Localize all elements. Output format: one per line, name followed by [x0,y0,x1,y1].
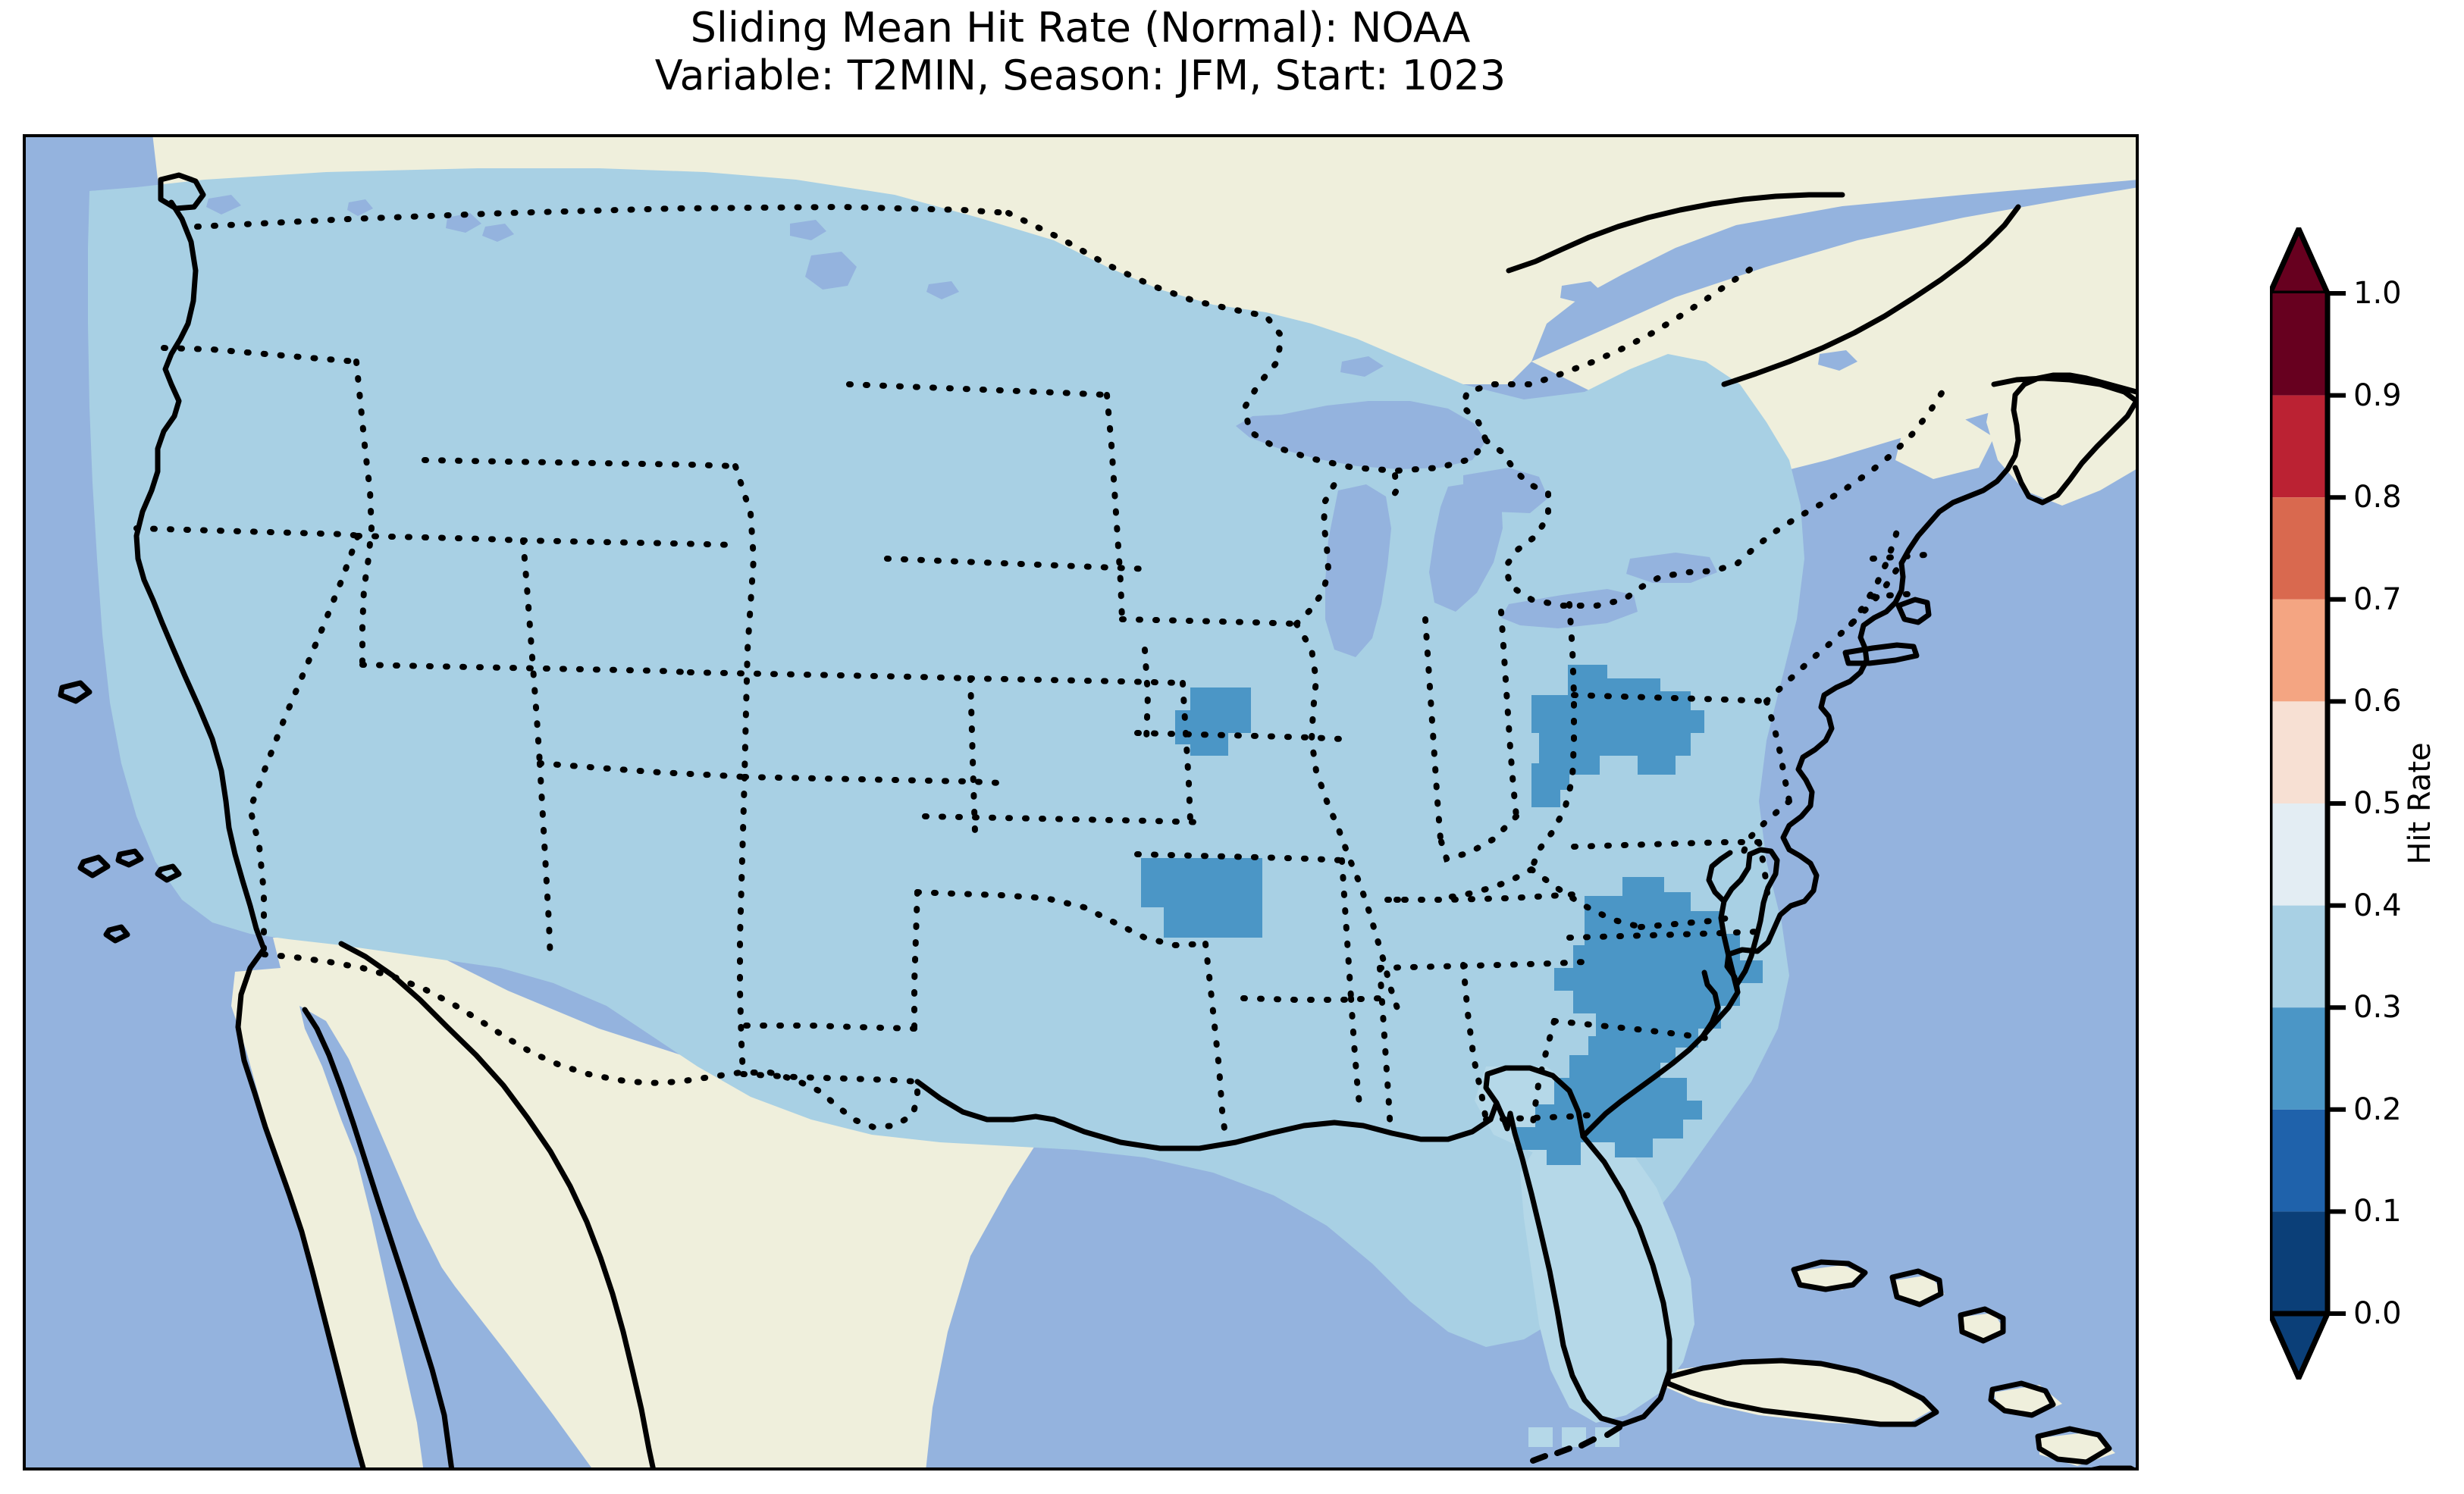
state-borders-layer [133,203,1945,1138]
cb-tick-label-0.9: 0.9 [2353,377,2402,413]
gulf-of-california [299,1006,519,1438]
cb-band-0.8-0.9 [2270,395,2328,498]
page-title: Sliding Mean Hit Rate (Normal): NOAA Var… [0,4,2161,99]
cb-band-0.7-0.8 [2270,497,2328,600]
title-line-1: Sliding Mean Hit Rate (Normal): NOAA [690,4,1471,52]
cb-band-0.9-1.0 [2270,293,2328,396]
colorbar-extend-top [2270,227,2331,296]
map-plot-area [23,134,2139,1471]
cb-tick-label-0.6: 0.6 [2353,684,2402,719]
cb-tick-label-0.4: 0.4 [2353,888,2402,923]
title-line-2: Variable: T2MIN, Season: JFM, Start: 102… [654,51,1506,99]
cb-band-0.3-0.4 [2270,905,2328,1008]
cb-tick-label-0.8: 0.8 [2353,480,2402,515]
colorbar-axis-label: Hit Rate [2403,742,2437,865]
colorbar-svg [2270,227,2346,1380]
cb-band-0.4-0.5 [2270,803,2328,906]
cb-band-0.5-0.6 [2270,701,2328,803]
cb-band-0.0-0.1 [2270,1211,2328,1314]
cb-band-0.6-0.7 [2270,599,2328,702]
cb-tick-label-0.1: 0.1 [2353,1194,2402,1229]
colorbar-ticks [2328,291,2346,1316]
cb-tick-label-1.0: 1.0 [2353,276,2402,311]
colorbar: 1.0 0.9 0.8 0.7 0.6 0.5 0.4 0.3 0.2 0.1 … [2270,227,2459,1380]
map-svg [26,137,2136,1467]
cb-tick-label-0.2: 0.2 [2353,1092,2402,1127]
cb-tick-label-0.3: 0.3 [2353,990,2402,1026]
coastline-layer [58,172,2136,1467]
cb-band-0.1-0.2 [2270,1109,2328,1212]
cb-band-0.2-0.3 [2270,1007,2328,1110]
hitrate-patches-medium [1141,665,1763,1165]
cb-tick-label-0.5: 0.5 [2353,786,2402,821]
colorbar-extend-bottom [2270,1311,2331,1380]
cb-tick-label-0.7: 0.7 [2353,581,2402,617]
cb-tick-label-0.0: 0.0 [2353,1296,2402,1331]
